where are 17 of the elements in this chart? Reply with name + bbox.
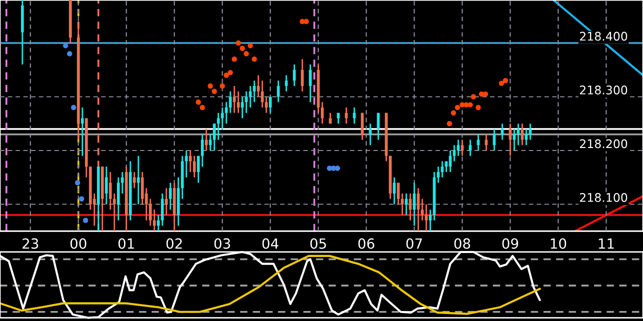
x-tick-label: 23 xyxy=(22,238,38,249)
x-tick-label: 11 xyxy=(598,238,614,249)
y-tick-label: 218.100 xyxy=(580,193,628,202)
x-tick-label: 00 xyxy=(70,238,86,249)
x-tick-label: 05 xyxy=(310,238,326,249)
x-tick-label: 03 xyxy=(214,238,230,249)
y-tick-label: 218.400 xyxy=(580,32,628,41)
y-tick-label: 218.200 xyxy=(580,139,628,148)
x-tick-label: 04 xyxy=(262,238,278,249)
x-tick-label: 02 xyxy=(166,238,182,249)
x-tick-label: 08 xyxy=(454,238,470,249)
x-tick-label: 10 xyxy=(550,238,566,249)
x-tick-label: 09 xyxy=(502,238,518,249)
x-tick-label: 06 xyxy=(358,238,374,249)
x-tick-label: 07 xyxy=(406,238,422,249)
x-tick-label: 01 xyxy=(118,238,134,249)
y-tick-label: 218.300 xyxy=(580,86,628,94)
